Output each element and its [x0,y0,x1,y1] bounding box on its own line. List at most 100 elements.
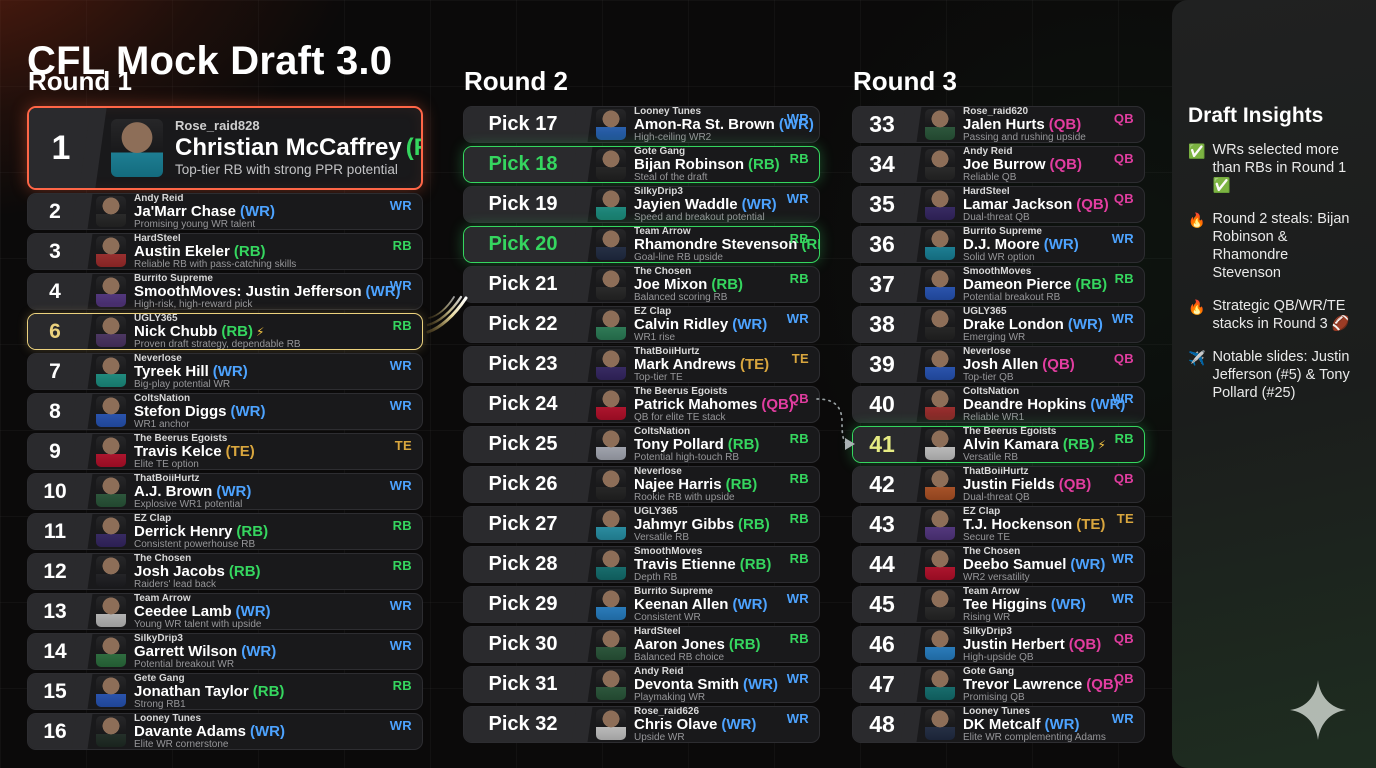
pick-card-10[interactable]: 10 ThatBoiiHurtz A.J. BrownWR Explosive … [27,473,423,510]
position-badge: RB [789,151,809,166]
player-avatar [596,149,626,180]
pick-number-zone: 8 [28,394,82,429]
pick-card-46[interactable]: 46 SilkyDrip3 Justin HerbertQB High-upsi… [852,626,1145,663]
pick-number: 15 [43,679,67,703]
player-avatar [596,669,626,700]
manager-name: Burrito Supreme [134,273,213,284]
manager-name: ColtsNation [634,426,691,437]
pick-card-pick-25[interactable]: Pick 25 ColtsNation Tony PollardRB Poten… [463,426,820,463]
player-avatar [596,309,626,340]
pick-card-13[interactable]: 13 Team Arrow Ceedee LambWR Young WR tal… [27,593,423,630]
player-name: Ceedee LambWR [134,603,422,620]
pick-card-pick-17[interactable]: Pick 17 Looney Tunes Amon-Ra St. BrownWR… [463,106,820,143]
pick-card-pick-21[interactable]: Pick 21 The Chosen Joe MixonRB Balanced … [463,266,820,303]
pick-number: 7 [49,359,61,383]
position-badge: QB [1113,351,1134,366]
pick-card-4[interactable]: 4 Burrito Supreme SmoothMoves: Justin Je… [27,273,423,310]
player-avatar [925,309,955,340]
pick-card-pick-22[interactable]: Pick 22 EZ Clap Calvin RidleyWR WR1 rise… [463,306,820,343]
pick-description: Goal-line RB upside [634,251,723,263]
pick-card-pick-19[interactable]: Pick 19 SilkyDrip3 Jayien WaddleWR Speed… [463,186,820,223]
pick-card-40[interactable]: 40 ColtsNation Deandre HopkinsWR Reliabl… [852,386,1145,423]
pick-card-8[interactable]: 8 ColtsNation Stefon DiggsWR WR1 anchor … [27,393,423,430]
player-name: Josh AllenQB [963,356,1144,373]
pick-description: Emerging WR [963,331,1026,343]
pick-number: 16 [43,719,67,743]
pick-description: Big-play potential WR [134,378,231,390]
pick-card-39[interactable]: 39 Neverlose Josh AllenQB Top-tier QB QB [852,346,1145,383]
pick-card-7[interactable]: 7 Neverlose Tyreek HillWR Big-play poten… [27,353,423,390]
pick-number-zone: Pick 27 [464,507,582,542]
position-badge: RB [789,511,809,526]
pick-card-34[interactable]: 34 Andy Reid Joe BurrowQB Reliable QB QB [852,146,1145,183]
position-tag: WR [1044,236,1079,253]
pick-card-45[interactable]: 45 Team Arrow Tee HigginsWR Rising WR WR [852,586,1145,623]
fire-icon: 🔥 [1188,298,1206,315]
pick-card-38[interactable]: 38 UGLY365 Drake LondonWR Emerging WR WR [852,306,1145,343]
manager-name: Team Arrow [134,593,191,604]
pick-card-43[interactable]: 43 EZ Clap T.J. HockensonTE Secure TE TE [852,506,1145,543]
pick-card-pick-30[interactable]: Pick 30 HardSteel Aaron JonesRB Balanced… [463,626,820,663]
pick-card-48[interactable]: 48 Looney Tunes DK MetcalfWR Elite WR co… [852,706,1145,743]
pick-card-pick-26[interactable]: Pick 26 Neverlose Najee HarrisRB Rookie … [463,466,820,503]
pick-card-11[interactable]: 11 EZ Clap Derrick HenryRB Consistent po… [27,513,423,550]
pick-number-zone: 38 [853,307,911,342]
manager-name: UGLY365 [963,306,1007,317]
pick-card-pick-31[interactable]: Pick 31 Andy Reid Devonta SmithWR Playma… [463,666,820,703]
player-avatar [925,269,955,300]
pick-card-35[interactable]: 35 HardSteel Lamar JacksonQB Dual-threat… [852,186,1145,223]
position-tag: WR [250,723,285,740]
manager-name: Gote Gang [963,666,1015,677]
pick-card-6[interactable]: 6 UGLY365 Nick ChubbRB⚡ Proven draft str… [27,313,423,350]
pick-card-44[interactable]: 44 The Chosen Deebo SamuelWR WR2 versati… [852,546,1145,583]
pick-card-42[interactable]: 42 ThatBoiiHurtz Justin FieldsQB Dual-th… [852,466,1145,503]
player-avatar [96,596,126,627]
position-tag: RB [711,276,743,293]
pick-card-36[interactable]: 36 Burrito Supreme D.J. MooreWR Solid WR… [852,226,1145,263]
pick-number: 36 [869,231,895,257]
pick-card-pick-24[interactable]: Pick 24 The Beerus Egoists Patrick Mahom… [463,386,820,423]
pick-number: Pick 30 [488,633,558,655]
pick-number: Pick 26 [488,473,558,495]
pick-card-37[interactable]: 37 SmoothMoves Dameon PierceRB Potential… [852,266,1145,303]
player-name: Christian McCaffreyRB [175,134,421,162]
round-3-pick-list: 33 Rose_raid620 Jalen HurtsQB Passing an… [852,106,1145,743]
player-name: Calvin RidleyWR [634,316,819,333]
pick-card-pick-27[interactable]: Pick 27 UGLY365 Jahmyr GibbsRB Versatile… [463,506,820,543]
pick-number: 33 [869,111,895,137]
player-name: Lamar JacksonQB [963,196,1144,213]
pick-description: Reliable RB with pass-catching skills [134,258,297,270]
pick-card-2[interactable]: 2 Andy Reid Ja'Marr ChaseWR Promising yo… [27,193,423,230]
pick-number-zone: Pick 21 [464,267,582,302]
pick-card-15[interactable]: 15 Gete Gang Jonathan TaylorRB Strong RB… [27,673,423,710]
position-badge: RB [392,318,412,333]
manager-name: The Beerus Egoists [134,433,228,444]
pick-card-41[interactable]: 41 The Beerus Egoists Alvin KamaraRB⚡ Ve… [852,426,1145,463]
pick-card-3[interactable]: 3 HardSteel Austin EkelerRB Reliable RB … [27,233,423,270]
manager-name: ThatBoiiHurtz [634,346,700,357]
player-name: A.J. BrownWR [134,483,422,500]
pick-description: Versatile RB [963,451,1019,463]
pick-card-14[interactable]: 14 SilkyDrip3 Garrett WilsonWR Potential… [27,633,423,670]
player-avatar [596,109,626,140]
pick-card-pick-20[interactable]: Pick 20 Team Arrow Rhamondre StevensonRB… [463,226,820,263]
player-name: Drake LondonWR [963,316,1144,333]
pick-description: WR1 rise [634,331,676,343]
pick-card-pick-18[interactable]: Pick 18 Gote Gang Bijan RobinsonRB Steal… [463,146,820,183]
manager-name: SilkyDrip3 [634,186,683,197]
pick-card-12[interactable]: 12 The Chosen Josh JacobsRB Raiders' lea… [27,553,423,590]
pick-number: Pick 23 [488,353,558,375]
pick-card-47[interactable]: 47 Gote Gang Trevor LawrenceQB Promising… [852,666,1145,703]
pick-card-pick-32[interactable]: Pick 32 Rose_raid626 Chris OlaveWR Upsid… [463,706,820,743]
dotted-arrow-icon [816,398,855,450]
pick-card-pick-29[interactable]: Pick 29 Burrito Supreme Keenan AllenWR C… [463,586,820,623]
pick-card-pick-23[interactable]: Pick 23 ThatBoiiHurtz Mark AndrewsTE Top… [463,346,820,383]
player-name: Joe BurrowQB [963,156,1144,173]
pick-description: Elite WR complementing Adams [963,731,1106,743]
manager-name: The Chosen [963,546,1021,557]
pick-card-pick-28[interactable]: Pick 28 SmoothMoves Travis EtienneRB Dep… [463,546,820,583]
pick-card-9[interactable]: 9 The Beerus Egoists Travis KelceTE Elit… [27,433,423,470]
pick-card-1[interactable]: 1 Rose_raid828 Christian McCaffreyRB Top… [27,106,423,190]
pick-card-33[interactable]: 33 Rose_raid620 Jalen HurtsQB Passing an… [852,106,1145,143]
